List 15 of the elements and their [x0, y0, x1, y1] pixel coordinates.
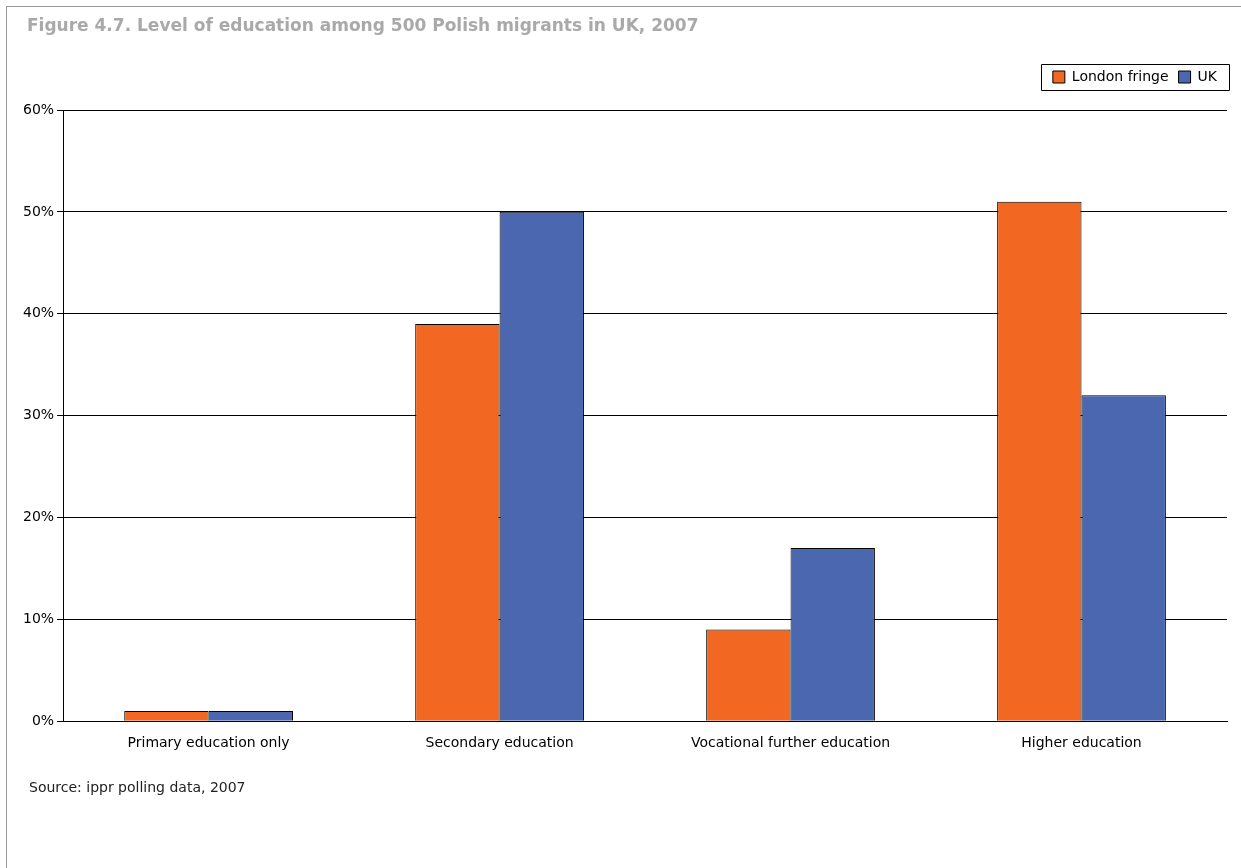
- legend-label: UK: [1197, 67, 1218, 84]
- x-tick-label: Higher education: [1021, 734, 1142, 751]
- chart-title: Figure 4.7. Level of education among 500 Polish migrants in UK, 2007: [27, 15, 699, 35]
- source-note: Source: ippr polling data, 2007: [29, 779, 246, 795]
- x-tick-label: Secondary education: [425, 734, 574, 751]
- y-tick-label: 10%: [22, 609, 55, 626]
- x-tick-label: Vocational further education: [690, 734, 891, 751]
- y-tick-label: 40%: [22, 304, 55, 321]
- y-tick-label: 60%: [22, 100, 55, 117]
- y-tick-label: 30%: [22, 406, 55, 423]
- x-tick-label: Primary education only: [127, 734, 290, 751]
- y-tick-label: 0%: [31, 711, 55, 728]
- y-tick-label: 50%: [22, 202, 55, 219]
- y-tick-label: 20%: [22, 508, 55, 525]
- legend-label: London fringe: [1071, 67, 1169, 84]
